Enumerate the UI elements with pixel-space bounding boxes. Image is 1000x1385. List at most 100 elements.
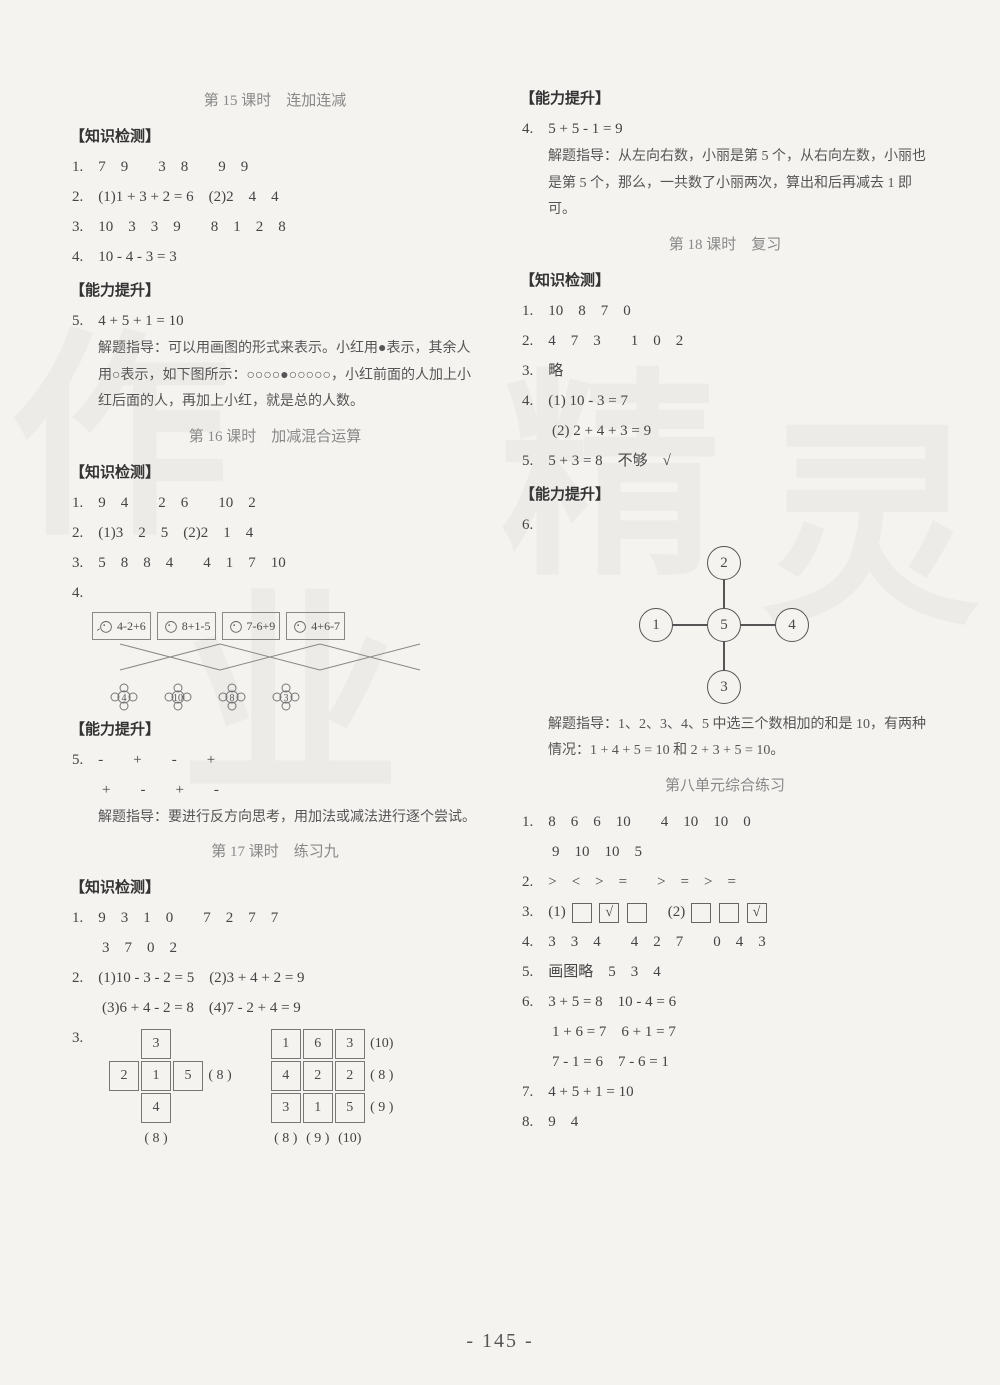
col-sum: ( 8 ) [141,1125,171,1153]
checkbox: √ [599,903,619,923]
sum-table-b: 163(10) 422( 8 ) 315( 9 ) ( 8 )( 9 )(10) [269,1027,399,1155]
checkbox [572,903,592,923]
flower-icon: 8 [218,683,246,711]
page-content: 第 15 课时 连加连减 【知识检测】 1. 7 9 3 8 9 9 2. (1… [0,0,1000,1195]
row-sum: (10) [367,1029,397,1059]
section-header: 【知识检测】 [520,266,930,296]
table-cell: 5 [335,1093,365,1123]
bird-icon [97,617,115,635]
crossing-lines [100,642,440,672]
answer-line: 1. 7 9 3 8 9 9 [72,152,480,182]
bird-expr-box: 4-2+6 [92,612,151,640]
answer-line: 1. 9 4 2 6 10 2 [72,488,480,518]
section-header: 【能力提升】 [520,84,930,114]
table-cell: 1 [141,1061,171,1091]
lesson15-title: 第 15 课时 连加连减 [70,86,480,116]
hint-text: 解题指导：要进行反方向思考，用加法或减法进行逐个尝试。 [98,805,480,832]
flower-result-row: 4 10 8 3 [110,683,480,711]
lesson16-title: 第 16 课时 加减混合运算 [70,422,480,452]
answer-line: 1. 8 6 6 10 4 10 10 0 [522,807,930,837]
graph-node-right: 4 [775,608,809,642]
page-number: - 145 - [0,1330,1000,1353]
q3-area: 3. 3 215( 8 ) 4 ( 8 ) 163(10) 422( 8 ) 3… [70,1023,480,1155]
table-cell: 5 [173,1061,203,1091]
q6-label: 6. [522,510,930,540]
table-cell: 1 [271,1029,301,1059]
q3-label: 3. [72,1030,83,1046]
answer-line: 7 - 1 = 6 7 - 6 = 1 [522,1047,930,1077]
hint-text: 解题指导：可以用画图的形式来表示。小红用●表示，其余人用○表示，如下图所示：○○… [98,336,480,416]
answer-line: 5. - + - + [72,745,480,775]
svg-text:4: 4 [122,693,127,704]
answer-line: 5. 4 + 5 + 1 = 10 [72,306,480,336]
section-header: 【知识检测】 [70,458,480,488]
expr-text: 4-2+6 [117,614,146,638]
row-sum: ( 8 ) [367,1061,397,1091]
right-column: 【能力提升】 4. 5 + 5 - 1 = 9 解题指导：从左向右数，小丽是第 … [520,80,930,1155]
bird-icon [227,617,245,635]
col-sum: ( 8 ) [271,1125,301,1153]
table-cell: 3 [335,1029,365,1059]
svg-text:10: 10 [173,693,183,704]
table-cell: 2 [335,1061,365,1091]
checkbox [719,903,739,923]
svg-text:3: 3 [284,693,289,704]
graph-node-bottom: 3 [707,670,741,704]
answer-line: 2. (1)3 2 5 (2)2 1 4 [72,518,480,548]
answer-line: 2. (1)10 - 3 - 2 = 5 (2)3 + 4 + 2 = 9 [72,963,480,993]
hint-text: 解题指导：从左向右数，小丽是第 5 个，从右向左数，小丽也是第 5 个，那么，一… [548,144,930,224]
left-column: 第 15 课时 连加连减 【知识检测】 1. 7 9 3 8 9 9 2. (1… [70,80,480,1155]
checkbox [627,903,647,923]
answer-line: (3)6 + 4 - 2 = 8 (4)7 - 2 + 4 = 9 [72,993,480,1023]
answer-line: 4. (1) 10 - 3 = 7 [522,386,930,416]
unit8-title: 第八单元综合练习 [520,771,930,801]
answer-line: 6. 3 + 5 = 8 10 - 4 = 6 [522,987,930,1017]
answer-line: 1 + 6 = 7 6 + 1 = 7 [522,1017,930,1047]
row-sum: ( 9 ) [367,1093,397,1123]
q4-label: 4. [72,578,480,608]
flower-icon: 4 [110,683,138,711]
col-sum: (10) [335,1125,365,1153]
answer-line: 3. 10 3 3 9 8 1 2 8 [72,212,480,242]
answer-line: 5. 5 + 3 = 8 不够 √ [522,446,930,476]
table-cell: 2 [109,1061,139,1091]
answer-line: (2) 2 + 4 + 3 = 9 [522,416,930,446]
bird-icon [162,617,180,635]
answer-line: 9 10 10 5 [522,837,930,867]
answer-line: 3 7 0 2 [72,933,480,963]
table-cell: 1 [303,1093,333,1123]
bird-expr-box: 7-6+9 [222,612,281,640]
bird-icon [291,617,309,635]
graph-node-center: 5 [707,608,741,642]
table-cell: 6 [303,1029,333,1059]
cross-sum-table-a: 3 215( 8 ) 4 ( 8 ) [107,1027,237,1155]
cross-number-graph: 2 1 5 4 3 [635,546,815,706]
table-cell: 3 [271,1093,301,1123]
table-cell: 3 [141,1029,171,1059]
section-header: 【知识检测】 [70,873,480,903]
answer-line: 1. 9 3 1 0 7 2 7 7 [72,903,480,933]
section-header: 【知识检测】 [70,122,480,152]
graph-node-left: 1 [639,608,673,642]
expr-text: 4+6-7 [311,614,340,638]
lesson17-title: 第 17 课时 练习九 [70,837,480,867]
answer-line: 4. 5 + 5 - 1 = 9 [522,114,930,144]
bird-expression-row: 4-2+6 8+1-5 7-6+9 4+6-7 [92,612,480,640]
hint-text: 解题指导：1、2、3、4、5 中选三个数相加的和是 10，有两种情况：1 + 4… [548,712,930,765]
table-cell: 2 [303,1061,333,1091]
bird-expr-box: 8+1-5 [157,612,216,640]
expr-text: 7-6+9 [247,614,276,638]
expr-text: 8+1-5 [182,614,211,638]
checkbox [691,903,711,923]
answer-line: 2. > < > = > = > = [522,867,930,897]
flower-icon: 10 [164,683,192,711]
bird-expr-box: 4+6-7 [286,612,345,640]
table-cell: 4 [141,1093,171,1123]
answer-line: 4. 3 3 4 4 2 7 0 4 3 [522,927,930,957]
checkbox: √ [747,903,767,923]
col-sum: ( 9 ) [303,1125,333,1153]
lesson18-title: 第 18 课时 复习 [520,230,930,260]
graph-node-top: 2 [707,546,741,580]
answer-line: 2. 4 7 3 1 0 2 [522,326,930,356]
answer-line: 5. 画图略 5 3 4 [522,957,930,987]
